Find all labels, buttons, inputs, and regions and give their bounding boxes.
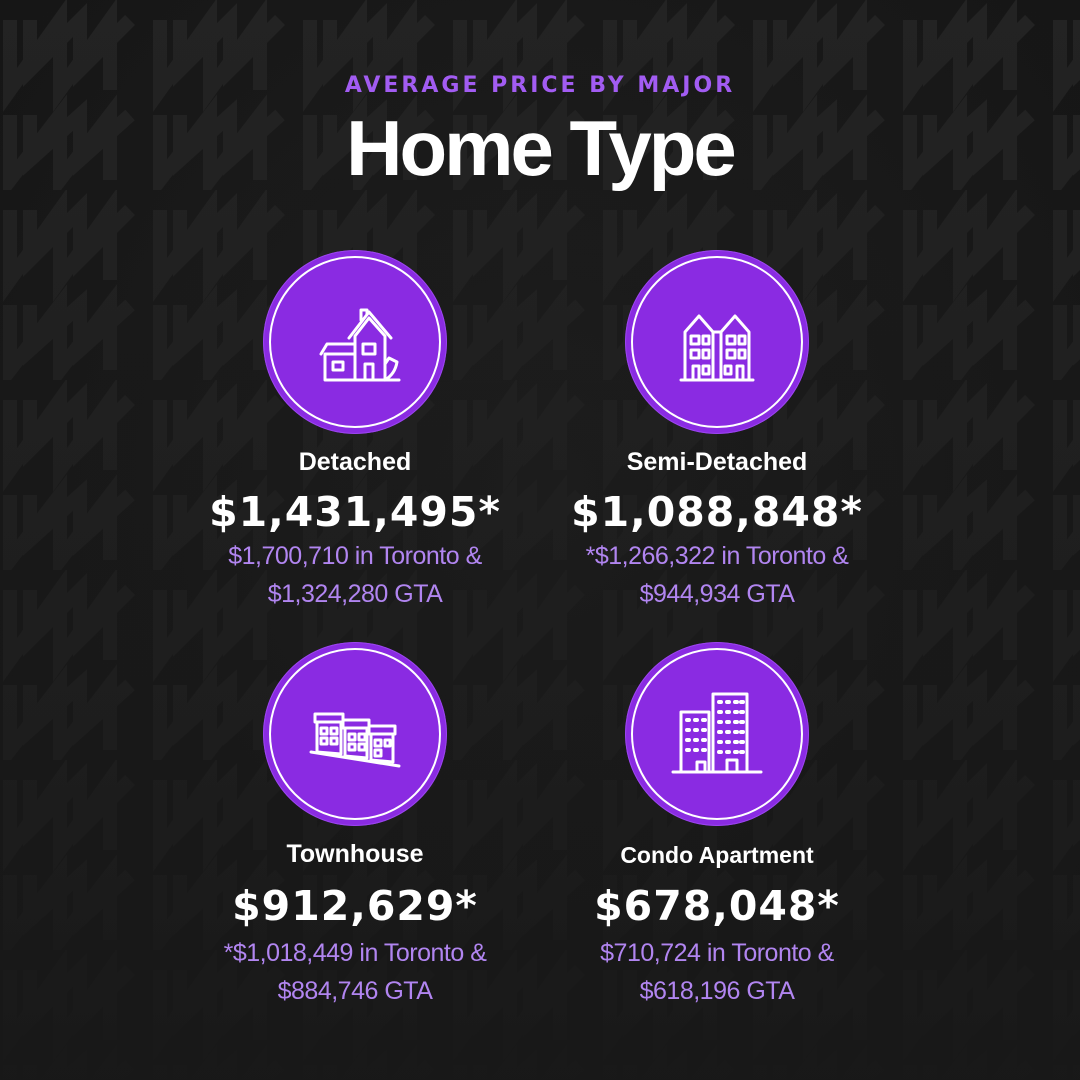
card-detached: Detached $1,431,495* $1,700,710 in Toron… bbox=[145, 250, 565, 620]
card-label: Semi-Detached bbox=[626, 448, 808, 476]
icon-circle bbox=[263, 250, 447, 434]
icon-circle bbox=[263, 642, 447, 826]
note-line: $618,196 GTA bbox=[639, 977, 795, 1005]
card-townhouse: Townhouse $912,629* *$1,018,449 in Toron… bbox=[145, 642, 565, 1012]
page-title: Home Type bbox=[346, 104, 737, 192]
note-line: *$1,018,449 in Toronto & bbox=[223, 939, 487, 967]
card-note: *$1,266,322 in Toronto & $944,934 GTA bbox=[507, 537, 927, 613]
card-note: $1,700,710 in Toronto & $1,324,280 GTA bbox=[145, 537, 565, 613]
townhouse-icon bbox=[309, 712, 401, 768]
subtitle: AVERAGE PRICE BY MAJOR bbox=[344, 73, 736, 98]
card-price: $912,629* bbox=[232, 882, 478, 930]
card-price: $678,048* bbox=[594, 882, 840, 930]
card-label: Condo Apartment bbox=[620, 842, 814, 868]
card-note: $710,724 in Toronto & $618,196 GTA bbox=[507, 934, 927, 1010]
condo-apartment-icon bbox=[671, 692, 763, 774]
card-semi-detached: Semi-Detached $1,088,848* *$1,266,322 in… bbox=[507, 250, 927, 620]
card-price: $1,088,848* bbox=[571, 488, 863, 536]
note-line: $884,746 GTA bbox=[277, 977, 433, 1005]
icon-circle bbox=[625, 250, 809, 434]
detached-house-icon bbox=[319, 308, 401, 382]
note-line: *$1,266,322 in Toronto & bbox=[585, 542, 849, 570]
note-line: $1,700,710 in Toronto & bbox=[228, 542, 482, 570]
note-line: $944,934 GTA bbox=[639, 580, 795, 608]
card-label: Townhouse bbox=[286, 840, 424, 868]
card-label: Detached bbox=[298, 448, 412, 476]
note-line: $1,324,280 GTA bbox=[267, 580, 443, 608]
card-note: *$1,018,449 in Toronto & $884,746 GTA bbox=[145, 934, 565, 1010]
note-line: $710,724 in Toronto & bbox=[600, 939, 834, 967]
semi-detached-house-icon bbox=[679, 314, 755, 382]
card-condo-apartment: Condo Apartment $678,048* $710,724 in To… bbox=[507, 642, 927, 1012]
icon-circle bbox=[625, 642, 809, 826]
card-price: $1,431,495* bbox=[209, 488, 501, 536]
